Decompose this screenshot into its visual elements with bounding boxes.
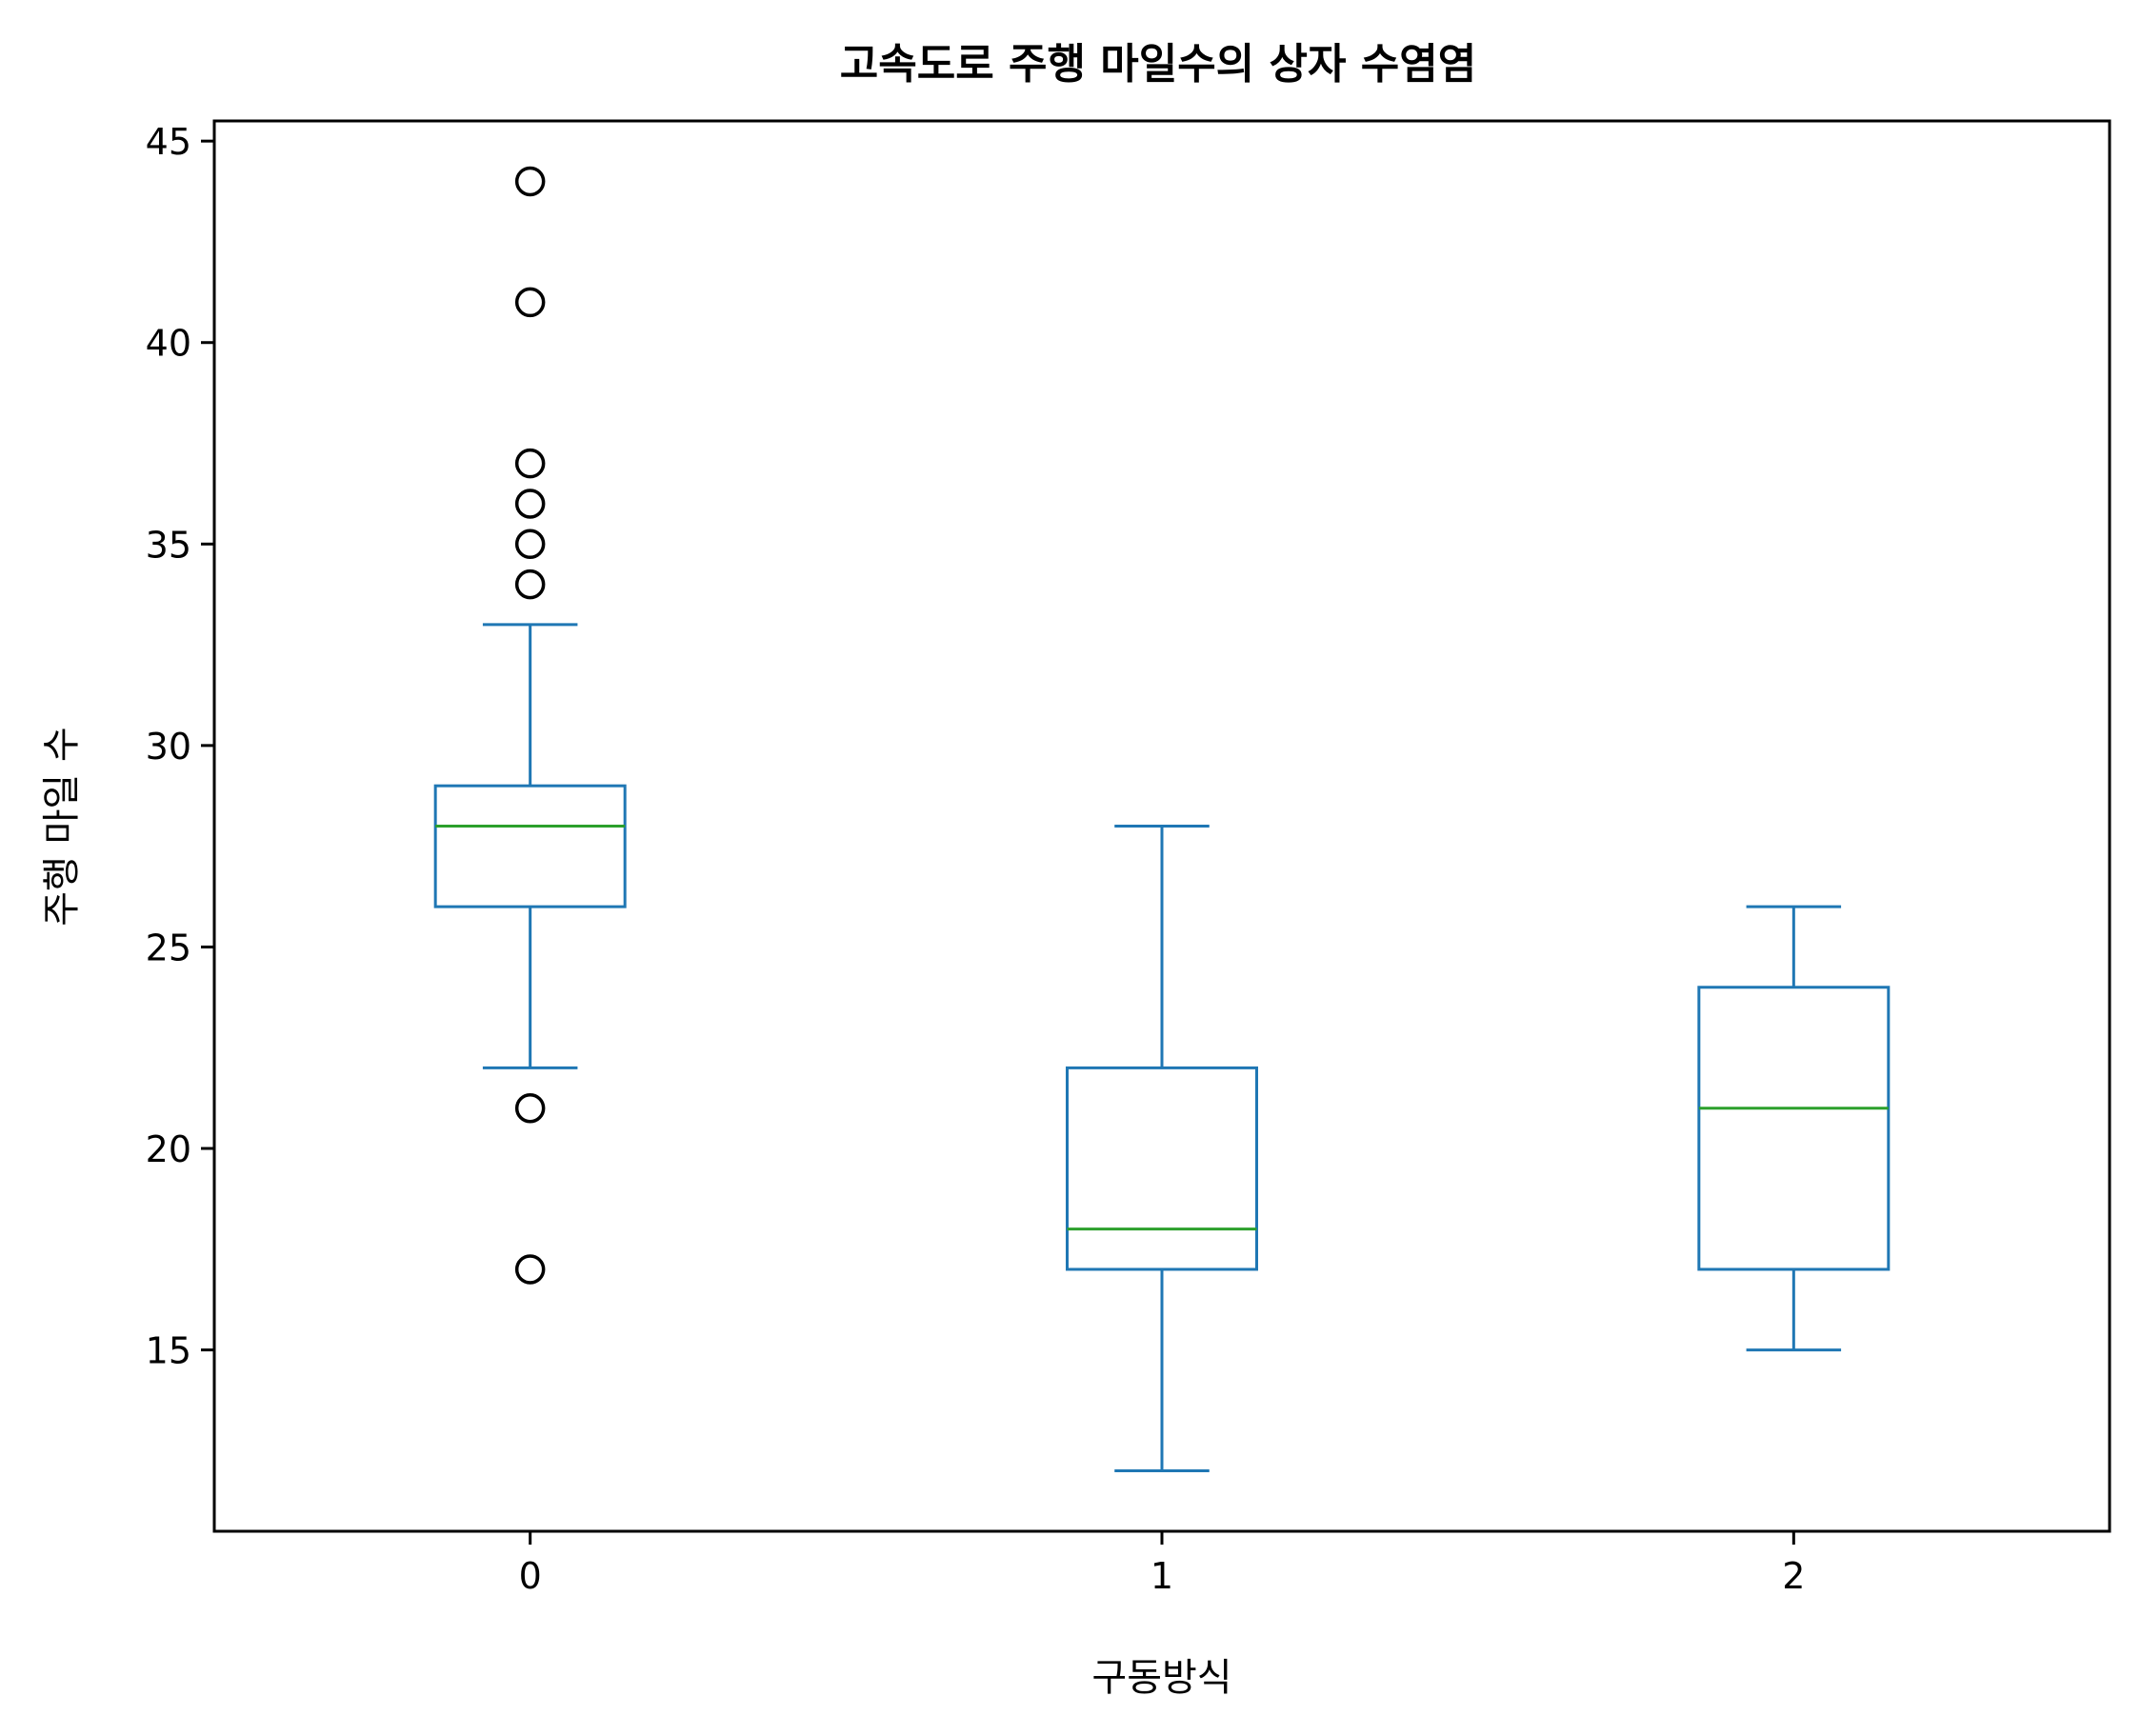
outlier-point [514,1092,546,1124]
iqr-box [433,784,627,908]
y-tick-label: 35 [146,524,191,566]
x-tick-label: 2 [1782,1555,1805,1597]
box-group-1 [1066,825,1258,1473]
iqr-box [1066,1066,1258,1271]
y-tick-label: 45 [146,121,191,163]
y-tick-label: 15 [146,1330,191,1372]
outlier-point [514,489,546,519]
plot-area [433,166,1891,1473]
x-axis-label: 구동방식 [1091,1656,1231,1700]
outlier-point [514,166,546,197]
x-tick-label: 1 [1151,1555,1173,1597]
box-group-0 [433,166,627,1285]
iqr-box [1697,986,1891,1271]
outlier-point [514,569,546,600]
x-axis: 0 1 2 [519,1531,1805,1597]
x-tick-label: 0 [519,1555,542,1597]
chart-title: 고속도로 주행 마일수의 상자 수염염 [840,40,1476,89]
y-axis-label: 주행 마일 수 [40,727,84,926]
outlier-point [514,529,546,560]
y-axis: 15 20 25 30 35 40 45 [146,121,214,1372]
y-tick-label: 40 [146,323,191,365]
y-tick-label: 30 [146,726,191,768]
box-group-2 [1697,905,1891,1352]
outlier-point [514,1254,546,1285]
outlier-point [514,448,546,479]
y-tick-label: 20 [146,1128,191,1170]
outlier-point [514,287,546,318]
y-tick-label: 25 [146,927,191,968]
